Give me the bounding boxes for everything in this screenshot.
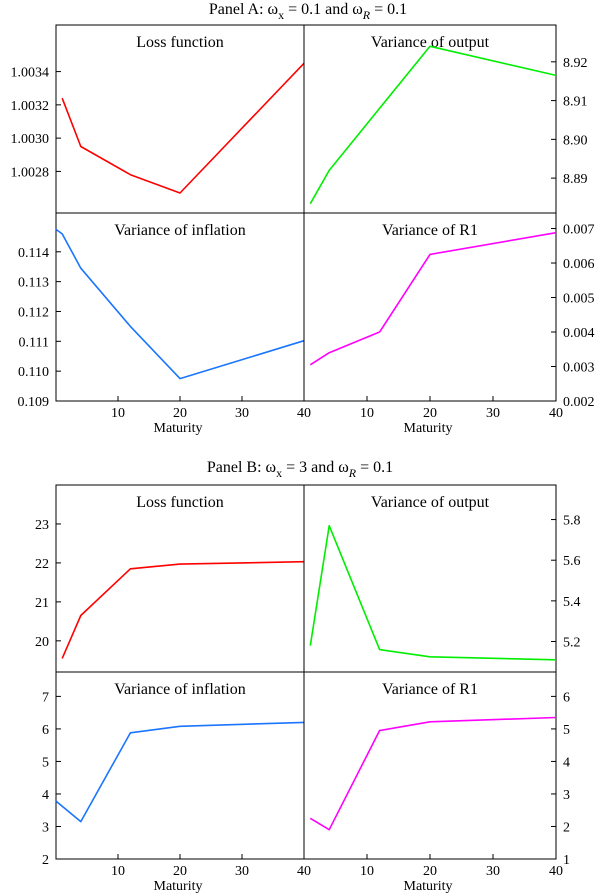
panel-a-loss-function-ytick-label: 1.0028 — [11, 165, 50, 180]
panel-b-variance-of-r1-ytick-label: 5 — [563, 723, 570, 738]
panel-a-variance-of-output-ytick-label: 8.89 — [563, 172, 588, 187]
panel-b-variance-of-output-ytick-label: 5.6 — [563, 554, 581, 569]
panel-b-variance-of-inflation-ytick-label: 7 — [42, 690, 49, 705]
panel-a-variance-of-inflation-ytick-label: 0.113 — [18, 276, 49, 291]
panel-b-variance-of-inflation-xtick-label: 10 — [111, 864, 125, 879]
panel-a-variance-of-inflation-xtick-label: 40 — [297, 406, 311, 421]
panel-a-variance-of-r1-xtick-label: 40 — [549, 406, 563, 421]
panel-b-variance-of-output-series-line — [309, 524, 557, 661]
panel-b-loss-function-ytick-label: 22 — [35, 557, 49, 572]
panel-a-variance-of-output-chart: Variance of output 8.89 8.90 8.91 8.92 — [303, 24, 588, 214]
panel-a-variance-of-inflation-title: Variance of inflation — [114, 222, 246, 239]
panel-a-variance-of-r1-frame — [303, 212, 557, 402]
panel-b-loss-function-ytick-label: 21 — [35, 596, 49, 611]
panel-a-variance-of-r1-ytick-label: 0.003 — [563, 361, 595, 376]
panel-a-variance-of-inflation-xtick-label: 20 — [173, 406, 187, 421]
panel-b-variance-of-inflation-ytick-label: 6 — [42, 723, 49, 738]
panel-a-variance-of-inflation-ytick-label: 0.114 — [18, 246, 49, 261]
panel-b-variance-of-r1-xlabel: Maturity — [404, 879, 453, 894]
panel-a-loss-function-frame — [55, 24, 305, 214]
panel-a-variance-of-inflation-ytick-label: 0.111 — [19, 335, 49, 350]
panel-b-loss-function-frame — [55, 484, 305, 673]
panel-a-variance-of-output-ytick-label: 8.90 — [563, 133, 588, 148]
panel-b-variance-of-output-chart: Variance of output 5.2 5.4 5.6 5.8 — [303, 484, 581, 673]
panel-b-variance-of-r1-ytick-label: 2 — [563, 820, 570, 835]
panel-a-variance-of-r1-series-line — [309, 231, 557, 366]
panel-b-variance-of-inflation-ytick-label: 4 — [42, 788, 49, 803]
panel-b-variance-of-output-frame — [303, 484, 557, 673]
panel-b-variance-of-output-ytick-label: 5.8 — [563, 514, 581, 529]
panel-b-variance-of-output-ytick-label: 5.4 — [563, 595, 581, 610]
panel-a-variance-of-inflation-xtick-label: 10 — [111, 406, 125, 421]
panel-b-variance-of-inflation-ytick-label: 3 — [42, 820, 49, 835]
panel-a-variance-of-output-ytick-label: 8.91 — [563, 95, 588, 110]
panel-a-variance-of-output-title: Variance of output — [371, 34, 490, 51]
panel-a-loss-function-ytick-label: 1.0032 — [11, 99, 50, 114]
panel-b-variance-of-r1-ytick-label: 6 — [563, 690, 570, 705]
panel-b-variance-of-inflation-xlabel: Maturity — [154, 879, 203, 894]
panel-a-variance-of-inflation-frame — [55, 212, 305, 402]
panel-b-variance-of-inflation-series-line — [55, 721, 305, 823]
panel-a-variance-of-output-frame — [303, 24, 557, 214]
panel-b-loss-function-ytick-label: 20 — [35, 635, 49, 650]
panel-b-variance-of-r1-xtick-label: 10 — [360, 864, 374, 879]
panel-b-loss-function-ytick-label: 23 — [35, 518, 49, 533]
panel-b-variance-of-r1-series-line — [309, 716, 557, 831]
panel-a-variance-of-output-series-line — [309, 45, 557, 205]
panel-a-variance-of-output-ytick-label: 8.92 — [563, 56, 588, 71]
panel-a-variance-of-r1-xtick-label: 30 — [486, 406, 500, 421]
panel-a-variance-of-r1-ytick-label: 0.006 — [563, 257, 595, 272]
panel-a-loss-function-chart: Loss function 1.0028 1.0030 1.0032 1.0034 — [11, 24, 305, 214]
panel-a-loss-function-series-line — [61, 62, 305, 194]
panel-a-loss-function-title: Loss function — [136, 34, 224, 51]
panel-b-variance-of-r1-ytick-label: 1 — [563, 853, 570, 868]
panel-a-variance-of-r1-ytick-label: 0.007 — [563, 223, 595, 238]
panel-b-variance-of-r1-title: Variance of R1 — [382, 681, 478, 698]
panel-a-variance-of-r1-ytick-label: 0.004 — [563, 326, 595, 341]
panel-b-loss-function-series-line — [61, 560, 305, 659]
panel-a-variance-of-inflation-xtick-label: 30 — [235, 406, 249, 421]
panel-b-variance-of-r1-xtick-label: 40 — [549, 864, 563, 879]
panel-a-variance-of-r1-chart: Variance of R1 0.002 0.003 0.004 0.005 0.006 0… — [303, 212, 595, 436]
panel-a-variance-of-r1-ytick-label: 0.002 — [563, 395, 595, 410]
panel-b-variance-of-r1-ytick-label: 3 — [563, 788, 570, 803]
panel-b-loss-function-title: Loss function — [136, 494, 224, 511]
panel-a-variance-of-inflation-series-line — [55, 228, 305, 380]
panel-b-variance-of-inflation-ytick-label: 2 — [42, 853, 49, 868]
panel-b-variance-of-inflation-title: Variance of inflation — [114, 681, 246, 698]
panel-b-title: Panel B: ωx = 3 and ωR = 0.1 — [207, 459, 393, 480]
panel-a-variance-of-inflation-xlabel: Maturity — [154, 421, 203, 436]
panel-a-variance-of-r1-title: Variance of R1 — [382, 222, 478, 239]
panel-a-variance-of-r1-ytick-label: 0.005 — [563, 292, 595, 307]
panel-b-variance-of-inflation-xtick-label: 20 — [173, 864, 187, 879]
panel-b-loss-function-chart: Loss function 20 21 22 23 — [35, 484, 305, 673]
panel-a-title: Panel A: ωx = 0.1 and ωR = 0.1 — [209, 1, 407, 22]
panel-b-variance-of-output-ytick-label: 5.2 — [563, 636, 581, 651]
panel-b-variance-of-inflation-xtick-label: 30 — [235, 864, 249, 879]
panel-b-variance-of-output-title: Variance of output — [371, 494, 490, 511]
panel-a-loss-function-ytick-label: 1.0030 — [11, 132, 50, 147]
panel-b-variance-of-inflation-frame — [55, 671, 305, 860]
panel-b-variance-of-r1-chart: Variance of R1 1 2 3 4 5 6 10 20 30 40 Maturity — [303, 671, 570, 894]
panel-b-variance-of-r1-ytick-label: 4 — [563, 755, 570, 770]
panel-a-variance-of-inflation-ytick-label: 0.112 — [18, 305, 49, 320]
panel-b-variance-of-r1-frame — [303, 671, 557, 860]
panel-b-variance-of-r1-xtick-label: 20 — [423, 864, 437, 879]
panel-b-variance-of-r1-xtick-label: 30 — [486, 864, 500, 879]
panel-a-variance-of-r1-xtick-label: 10 — [360, 406, 374, 421]
panel-a-variance-of-inflation-ytick-label: 0.109 — [18, 395, 50, 410]
panel-a-variance-of-r1-xtick-label: 20 — [423, 406, 437, 421]
panel-a-variance-of-r1-xlabel: Maturity — [404, 421, 453, 436]
panel-b-variance-of-inflation-chart: Variance of inflation 2 3 4 5 6 7 10 20 30 40 Matur… — [42, 671, 311, 894]
panel-a-variance-of-inflation-chart: Variance of inflation 0.109 0.110 0.111 0.11… — [18, 212, 311, 436]
panel-b-variance-of-inflation-ytick-label: 5 — [42, 755, 49, 770]
panel-b-variance-of-inflation-xtick-label: 40 — [297, 864, 311, 879]
panel-a-variance-of-inflation-ytick-label: 0.110 — [18, 365, 49, 380]
panel-a-loss-function-ytick-label: 1.0034 — [11, 66, 50, 81]
